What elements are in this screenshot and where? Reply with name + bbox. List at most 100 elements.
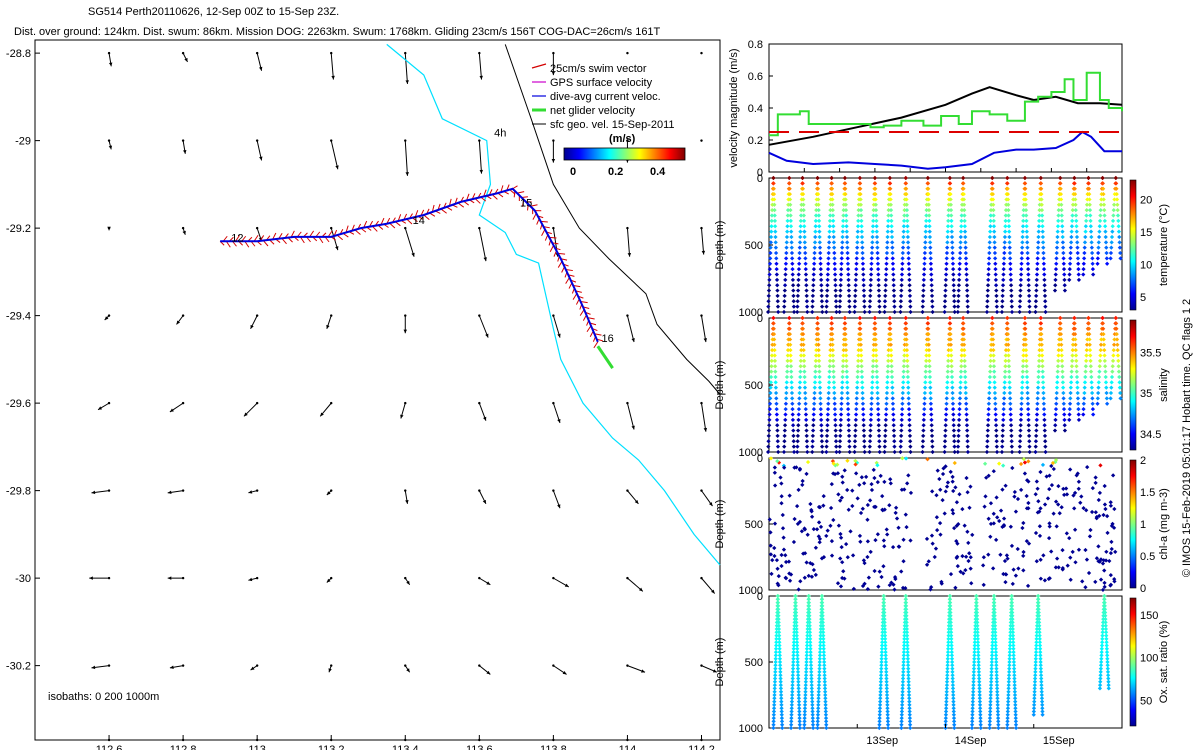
current-vector-origin — [478, 139, 481, 142]
profile-point — [1059, 208, 1064, 213]
profile-point — [856, 358, 861, 364]
profile-point — [946, 208, 951, 213]
profile-point — [1007, 663, 1012, 668]
profile-point — [993, 277, 999, 282]
profile-point — [842, 468, 847, 473]
profile-point — [1103, 380, 1109, 385]
profile-point — [943, 719, 948, 724]
profile-point — [882, 616, 887, 622]
profile-point — [928, 385, 933, 390]
current-vector-head — [167, 576, 172, 580]
profile-point — [990, 315, 995, 321]
profile-point — [989, 666, 994, 671]
profile-point — [1062, 423, 1067, 428]
profile-point — [945, 224, 951, 229]
profile-point — [882, 544, 887, 549]
profile-point — [855, 380, 860, 385]
profile-point — [773, 666, 778, 671]
profile-point — [1051, 466, 1056, 472]
profile-point — [783, 266, 788, 272]
profile-point — [995, 706, 1000, 711]
profile-point — [943, 433, 948, 439]
figure-title: SG514 Perth20110626, 12-Sep 00Z to 15-Se… — [88, 6, 340, 18]
profile-point — [800, 186, 806, 191]
current-vector-origin — [404, 738, 407, 742]
profile-point — [862, 449, 867, 455]
profile-point — [775, 423, 780, 428]
profile-point — [813, 218, 818, 224]
profile-point — [812, 250, 817, 256]
profile-point — [1112, 197, 1117, 202]
profile-ytick-label: 500 — [745, 240, 763, 252]
profile-point — [876, 283, 881, 288]
profile-point — [1072, 321, 1077, 326]
profile-point — [949, 643, 954, 648]
profile-point — [1056, 348, 1061, 353]
profile-point — [883, 663, 889, 668]
profile-point — [873, 337, 878, 342]
profile-point — [833, 417, 838, 422]
profile-point — [1009, 309, 1015, 315]
profile-point — [1035, 396, 1040, 401]
profile-point — [1036, 374, 1041, 380]
profile-point — [1034, 633, 1039, 638]
profile-point — [790, 417, 796, 422]
profile-point — [1104, 636, 1109, 642]
profile-point — [904, 630, 910, 635]
profile-point — [944, 401, 949, 406]
profile-point — [833, 423, 838, 428]
profile-point — [856, 218, 861, 224]
profile-point — [988, 702, 993, 708]
profile-point — [1001, 463, 1006, 468]
profile-point — [905, 364, 910, 369]
current-vector-head — [406, 668, 410, 673]
profile-point — [1055, 234, 1060, 240]
profile-point — [773, 224, 778, 229]
profile-point — [992, 623, 998, 628]
profile-point — [1000, 293, 1005, 299]
profile-point — [1111, 213, 1116, 218]
profile-point — [1012, 679, 1017, 684]
profile-point — [1106, 676, 1111, 681]
profile-point — [1037, 640, 1042, 645]
profile-point — [794, 623, 799, 628]
profile-point — [858, 208, 864, 213]
isobath-1000m — [504, 44, 721, 395]
profile-point — [1001, 571, 1006, 577]
profile-point — [845, 245, 850, 250]
profile-point — [877, 309, 882, 315]
profile-point — [1039, 202, 1044, 207]
profile-point — [1042, 412, 1047, 417]
map-xtick-label: 113.4 — [392, 744, 419, 750]
profile-point — [987, 715, 993, 721]
profile-point — [1098, 353, 1103, 358]
profile-point — [1083, 224, 1088, 229]
profile-point — [1024, 539, 1029, 544]
profile-colorbar — [1129, 179, 1137, 311]
profile-point — [955, 309, 960, 315]
profile-point — [944, 266, 949, 272]
profile-point — [873, 348, 879, 353]
profile-point — [1072, 527, 1078, 532]
profile-point — [1038, 659, 1043, 665]
profile-point — [1049, 463, 1054, 469]
profile-point — [987, 719, 992, 724]
profile-point — [947, 321, 953, 326]
profile-point — [1060, 374, 1065, 380]
profile-point — [900, 699, 905, 704]
profile-point — [768, 240, 773, 245]
profile-point — [821, 649, 826, 655]
profile-point — [1005, 181, 1010, 186]
profile-point — [820, 623, 826, 628]
profile-point — [1039, 686, 1044, 691]
profile-frame — [768, 457, 1123, 591]
profile-point — [976, 656, 981, 661]
profile-point — [883, 640, 888, 645]
profile-point — [1040, 353, 1045, 358]
profile-point — [957, 396, 963, 401]
profile-point — [878, 682, 883, 688]
profile-point — [1105, 401, 1110, 406]
current-vector-head — [250, 324, 254, 329]
current-vector-head — [91, 490, 96, 495]
